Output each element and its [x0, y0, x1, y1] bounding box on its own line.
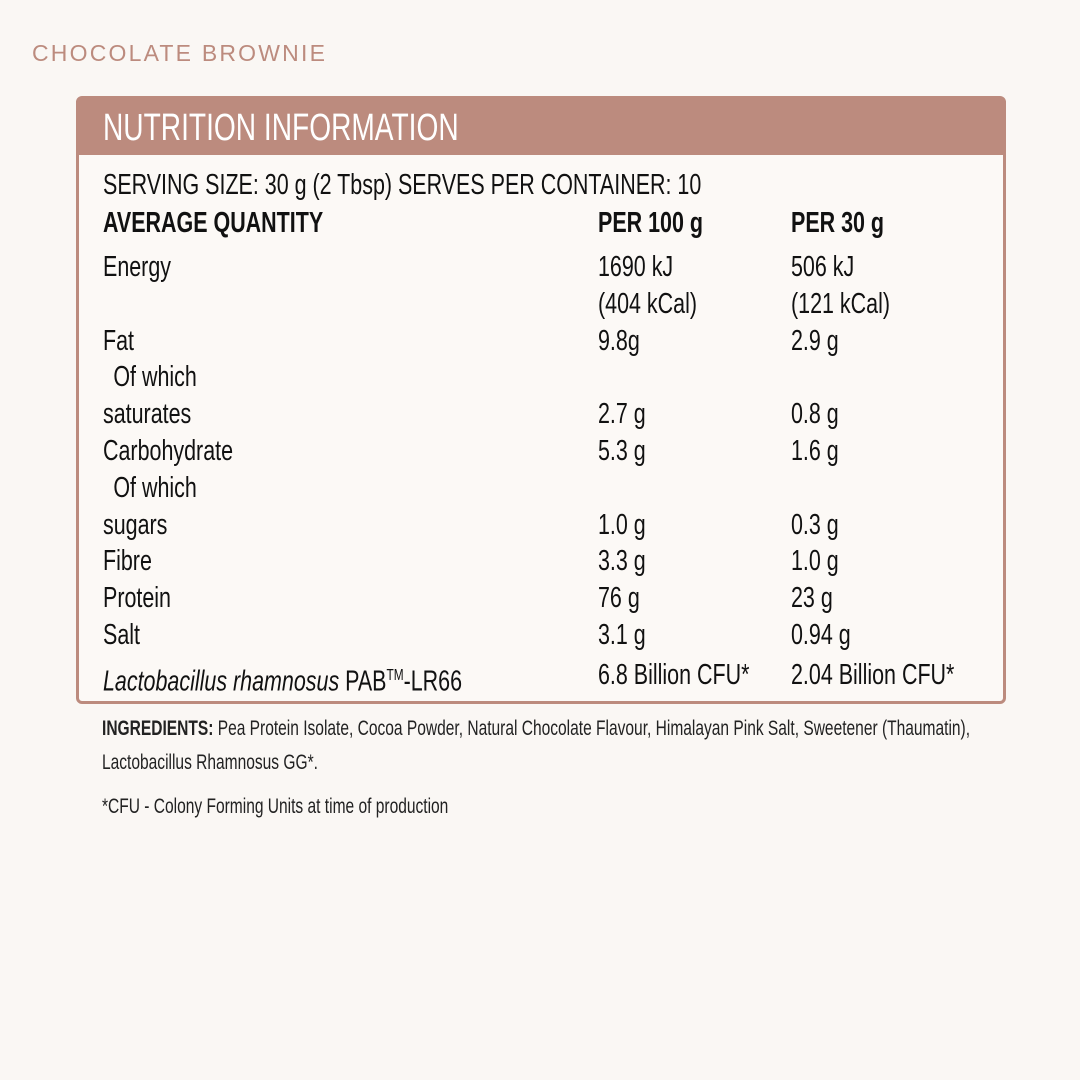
- nutrient-label: Fat: [103, 324, 135, 357]
- value-per100: (404 kCal): [598, 287, 697, 320]
- value-per100: 3.3 g: [598, 545, 646, 578]
- product-name: CHOCOLATE BROWNIE: [32, 40, 328, 66]
- value-per100: 1.0 g: [598, 508, 646, 541]
- value-per100: 5.3 g: [598, 435, 646, 467]
- trademark: TM: [386, 667, 404, 684]
- probiotic-suffix: -LR66: [403, 665, 463, 698]
- nutrient-label: Of which: [113, 471, 197, 504]
- value-per30: 506 kJ: [791, 251, 855, 283]
- probiotic-species: Lactobacillus rhamnosus: [103, 665, 340, 698]
- header-per100: PER 100 g: [598, 207, 703, 239]
- nutrition-panel: NUTRITION INFORMATION SERVING SIZE: 30 g…: [76, 96, 1006, 704]
- ingredients: INGREDIENTS: Pea Protein Isolate, Cocoa …: [102, 712, 975, 780]
- value-per100: 9.8g: [598, 324, 640, 357]
- value-per30: 0.3 g: [791, 508, 839, 541]
- value-per30: 1.6 g: [791, 435, 839, 467]
- panel-header: NUTRITION INFORMATION: [79, 99, 1003, 155]
- value-per30: 2.9 g: [791, 324, 839, 357]
- value-per30: (121 kCal): [791, 287, 890, 320]
- serving-info: SERVING SIZE: 30 g (2 Tbsp) SERVES PER C…: [103, 169, 702, 201]
- nutrient-label: Carbohydrate: [103, 435, 234, 467]
- value-per100: 3.1 g: [598, 619, 646, 651]
- nutrient-label: Protein: [103, 582, 171, 615]
- ingredients-text: Pea Protein Isolate, Cocoa Powder, Natur…: [102, 717, 971, 774]
- nutrient-label: Salt: [103, 619, 140, 651]
- value-per30: 0.8 g: [791, 398, 839, 431]
- value-per100: 76 g: [598, 582, 640, 615]
- header-quantity: AVERAGE QUANTITY: [103, 207, 324, 239]
- value-per100: 2.7 g: [598, 398, 646, 431]
- probiotic-per100: 6.8 Billion CFU*: [598, 659, 750, 691]
- probiotic-per30: 2.04 Billion CFU*: [791, 659, 955, 691]
- value-per30: 23 g: [791, 582, 833, 615]
- nutrient-label: sugars: [103, 508, 168, 541]
- nutrient-label: Of which: [113, 361, 197, 394]
- nutrient-label: Energy: [103, 251, 171, 283]
- nutrient-label: Fibre: [103, 545, 152, 578]
- value-per30: 0.94 g: [791, 619, 851, 651]
- footnote: *CFU - Colony Forming Units at time of p…: [102, 795, 449, 818]
- header-per30: PER 30 g: [791, 207, 885, 239]
- value-per100: 1690 kJ: [598, 251, 674, 283]
- ingredients-label: INGREDIENTS:: [102, 717, 214, 740]
- panel-title: NUTRITION INFORMATION: [103, 107, 459, 149]
- probiotic-strain: PAB: [339, 665, 387, 698]
- value-per30: 1.0 g: [791, 545, 839, 578]
- nutrient-label: saturates: [103, 398, 192, 431]
